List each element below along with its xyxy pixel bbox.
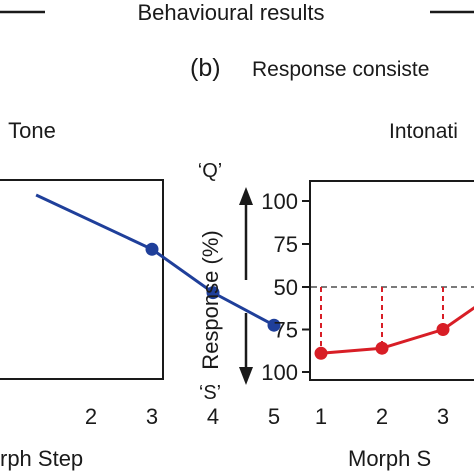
tone-data-point [267,318,281,332]
intonation-x-axis: 1 2 3 [315,404,449,429]
panel-b-title: Response consiste [252,58,429,81]
tone-x-tick-label: 3 [146,404,158,429]
intonation-x-tick-label: 2 [376,404,388,429]
tone-x-axis: 2 3 4 5 [85,404,280,429]
arrow-up-icon [239,187,253,205]
tone-x-tick-label: 5 [268,404,280,429]
intonation-data-point [436,323,450,336]
tone-data-point [145,242,159,256]
intonation-chart-title: Intonati [389,120,458,143]
intonation-y-axis-label: Response (%) [198,230,223,369]
tone-series-line [35,193,275,327]
tone-x-tick-label: 2 [85,404,97,429]
intonation-series-line [320,306,474,355]
intonation-y-tick-label: 100 [261,360,298,385]
intonation-data-point [314,346,328,360]
intonation-y-tick-label: 75 [274,318,298,343]
tone-plot-frame [0,179,164,380]
arrow-down-icon [239,367,253,385]
tone-x-tick-label: 4 [207,404,219,429]
tone-chart: Tone 2 3 4 5 rph Step [0,118,281,471]
intonation-y-tick-label: 75 [274,232,298,257]
intonation-y-tick-label: 50 [274,275,298,300]
intonation-y-axis: 100 75 50 75 100 [261,189,310,385]
intonation-x-axis-label: Morph S [348,446,431,471]
tone-data-point [206,286,220,300]
intonation-y-top-label: ‘Q’ [198,160,222,182]
tone-series [35,193,281,332]
intonation-plot-frame [309,180,474,381]
intonation-x-tick-label: 3 [437,404,449,429]
panel-b-label: (b) [190,54,221,82]
intonation-x-tick-label: 1 [315,404,327,429]
tone-chart-title: Tone [8,118,56,143]
intonation-y-bottom-label: ‘S’ [199,382,221,404]
intonation-y-tick-label: 100 [261,189,298,214]
intonation-series [314,287,474,360]
intonation-data-point [375,341,389,355]
tone-x-axis-label: rph Step [0,446,83,471]
intonation-chart: Intonati ‘Q’ ‘S’ Response (%) 1007550751… [198,120,474,471]
header-title: Behavioural results [137,0,324,25]
